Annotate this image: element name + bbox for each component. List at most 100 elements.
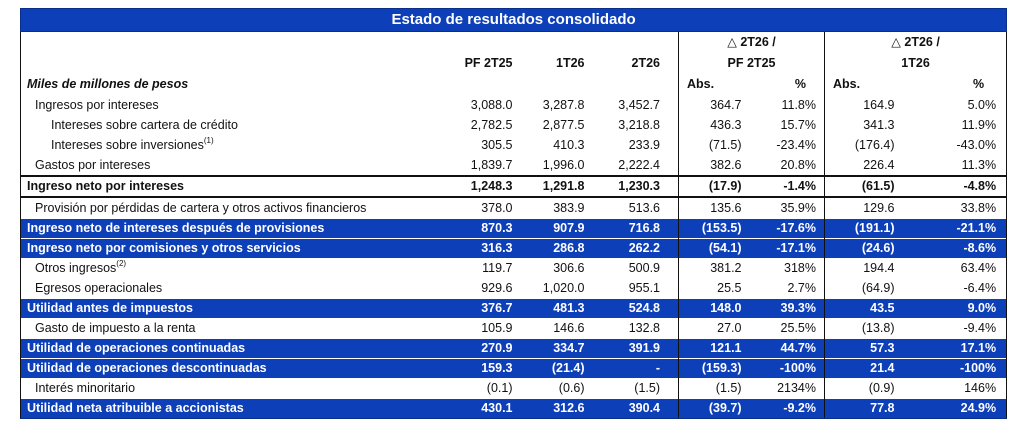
delta-pf-pct: 35.9% xyxy=(751,197,825,219)
header-pct-1t: % xyxy=(900,74,1008,95)
footnote-marker: (2) xyxy=(116,259,127,268)
delta-pf-abs: 381.2 xyxy=(678,258,752,278)
delta-pf-abs: 382.6 xyxy=(678,155,752,176)
row-label-text: Ingreso neto por intereses xyxy=(27,179,184,193)
value-2t26: 500.9 xyxy=(590,258,679,278)
value-1t26: 312.6 xyxy=(518,398,591,419)
delta-1t-abs: 21.4 xyxy=(824,358,901,378)
header-delta-1t-line2: 1T26 xyxy=(823,53,1008,74)
delta-pf-pct: 15.7% xyxy=(751,115,825,135)
value-1t26: 2,877.5 xyxy=(518,115,591,135)
delta-1t-abs: 57.3 xyxy=(824,338,901,359)
row-label-text: Ingresos por intereses xyxy=(35,98,159,112)
delta-pf-abs: 25.5 xyxy=(678,278,752,299)
row-label: Gasto de impuesto a la renta xyxy=(20,318,431,339)
value-1t26: 306.6 xyxy=(518,258,591,278)
row-label: Utilidad neta atribuible a accionistas xyxy=(20,398,431,419)
row-label-text: Ingreso neto por comisiones y otros serv… xyxy=(27,241,301,255)
table-title: Estado de resultados consolidado xyxy=(19,8,1008,32)
table-row: Otros ingresos(2) 119.7 306.6 500.9 381.2 318… xyxy=(20,258,1008,278)
delta-1t-pct: 146% xyxy=(900,378,1008,399)
value-1t26: (0.6) xyxy=(518,378,591,399)
row-label-text: Intereses sobre cartera de crédito xyxy=(51,118,238,132)
value-1t26: 146.6 xyxy=(518,318,591,339)
title-row: Estado de resultados consolidado xyxy=(19,8,1008,32)
value-1t26: 3,287.8 xyxy=(518,95,591,115)
value-pf2t25: 1,248.3 xyxy=(430,175,519,198)
row-label-text: Utilidad de operaciones continuadas xyxy=(27,341,246,355)
row-label-text: Gasto de impuesto a la renta xyxy=(35,321,196,335)
row-label: Utilidad de operaciones descontinuadas xyxy=(20,358,431,378)
value-2t26: (1.5) xyxy=(590,378,679,399)
row-label-text: Interés minoritario xyxy=(35,381,136,395)
row-label: Otros ingresos(2) xyxy=(20,258,431,278)
delta-pf-abs: 135.6 xyxy=(678,197,752,219)
delta-1t-pct: 63.4% xyxy=(900,258,1008,278)
value-pf2t25: 105.9 xyxy=(430,318,519,339)
header-1t26: 1T26 xyxy=(518,53,591,74)
delta-1t-pct: -6.4% xyxy=(900,278,1008,299)
delta-1t-pct: 11.9% xyxy=(900,115,1008,135)
delta-pf-pct: 44.7% xyxy=(751,338,825,359)
value-2t26: 390.4 xyxy=(590,398,679,419)
table-row: Ingreso neto por intereses 1,248.3 1,291.8… xyxy=(20,175,1008,198)
row-label-text: Utilidad antes de impuestos xyxy=(27,301,194,315)
delta-1t-pct: -9.4% xyxy=(900,318,1008,339)
value-2t26: 955.1 xyxy=(590,278,679,299)
delta-1t-abs: (191.1) xyxy=(824,218,901,239)
delta-pf-pct: 2.7% xyxy=(751,278,825,299)
header-pct-pf: % xyxy=(751,74,825,95)
delta-1t-pct: 33.8% xyxy=(900,197,1008,219)
delta-1t-pct: -100% xyxy=(900,358,1008,378)
table-row: Ingreso neto de intereses después de pro… xyxy=(20,218,1008,239)
table-row: Intereses sobre inversiones(1) 305.5 410.3… xyxy=(20,135,1008,155)
value-1t26: 286.8 xyxy=(518,238,591,258)
value-1t26: 410.3 xyxy=(518,135,591,155)
delta-pf-pct: -17.6% xyxy=(751,218,825,239)
delta-1t-abs: (0.9) xyxy=(824,378,901,399)
value-pf2t25: 2,782.5 xyxy=(430,115,519,135)
row-label: Utilidad de operaciones continuadas xyxy=(20,338,431,359)
row-label: Ingreso neto por intereses xyxy=(20,175,431,198)
header-delta-pf: △ 2T26 / xyxy=(678,31,825,53)
header-row-top: △ 2T26 / △ 2T26 / xyxy=(20,31,1008,53)
delta-pf-pct: 2134% xyxy=(751,378,825,399)
row-label: Intereses sobre inversiones(1) xyxy=(20,135,431,155)
row-label-text: Provisión por pérdidas de cartera y otro… xyxy=(35,201,367,215)
delta-pf-abs: 364.7 xyxy=(678,95,752,115)
value-2t26: 132.8 xyxy=(590,318,679,339)
row-label: Provisión por pérdidas de cartera y otro… xyxy=(20,197,431,219)
value-pf2t25: 3,088.0 xyxy=(430,95,519,115)
row-label-text: Gastos por intereses xyxy=(35,158,151,172)
delta-pf-abs: (159.3) xyxy=(678,358,752,378)
value-1t26: 481.3 xyxy=(518,298,591,318)
delta-pf-abs: 27.0 xyxy=(678,318,752,339)
value-2t26: 1,230.3 xyxy=(590,175,679,198)
row-label: Utilidad antes de impuestos xyxy=(20,298,431,318)
table-row: Interés minoritario (0.1) (0.6) (1.5) (1.5) 2… xyxy=(20,378,1008,399)
value-2t26: 513.6 xyxy=(590,197,679,219)
value-pf2t25: 870.3 xyxy=(430,218,519,239)
value-pf2t25: 376.7 xyxy=(430,298,519,318)
table-row: Ingresos por intereses 3,088.0 3,287.8 3,45… xyxy=(20,95,1008,115)
value-1t26: 1,020.0 xyxy=(518,278,591,299)
value-pf2t25: 1,839.7 xyxy=(430,155,519,176)
delta-pf-pct: -1.4% xyxy=(751,175,825,198)
value-2t26: 262.2 xyxy=(590,238,679,258)
value-pf2t25: (0.1) xyxy=(430,378,519,399)
delta-pf-abs: 121.1 xyxy=(678,338,752,359)
value-2t26: - xyxy=(590,358,679,378)
delta-pf-pct: 20.8% xyxy=(751,155,825,176)
delta-1t-pct: 9.0% xyxy=(900,298,1008,318)
delta-1t-pct: 17.1% xyxy=(900,338,1008,359)
delta-1t-abs: 43.5 xyxy=(824,298,901,318)
value-2t26: 233.9 xyxy=(590,135,679,155)
delta-1t-abs: 164.9 xyxy=(824,95,901,115)
row-label-text: Ingreso neto de intereses después de pro… xyxy=(27,221,325,235)
table-row: Egresos operacionales 929.6 1,020.0 955.1 25… xyxy=(20,278,1008,299)
table-row: Utilidad de operaciones descontinuadas 15… xyxy=(20,358,1008,378)
income-statement-table: Estado de resultados consolidado △ 2T26 … xyxy=(19,8,1008,419)
delta-1t-pct: 24.9% xyxy=(900,398,1008,419)
value-1t26: 383.9 xyxy=(518,197,591,219)
delta-1t-pct: -4.8% xyxy=(900,175,1008,198)
